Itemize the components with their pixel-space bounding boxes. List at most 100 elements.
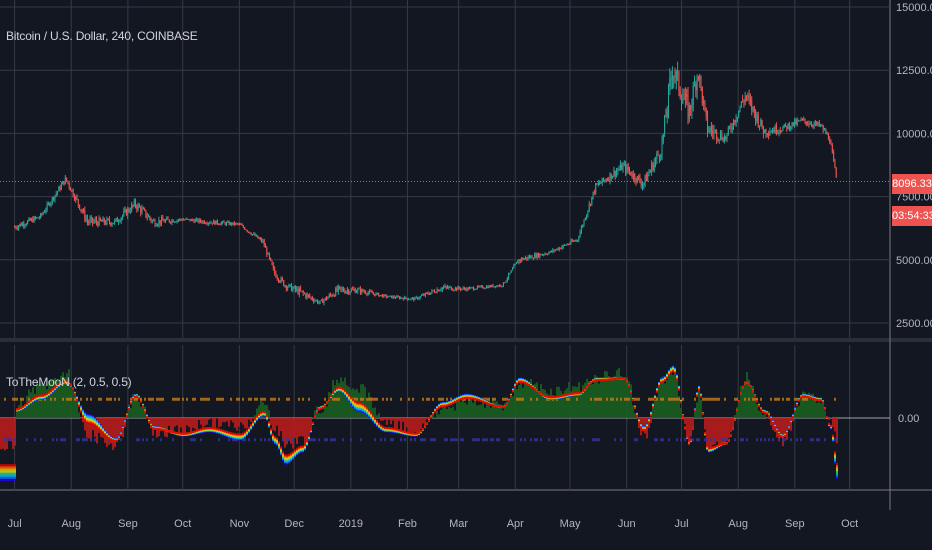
candle-body (774, 125, 776, 133)
candle-body (250, 233, 252, 235)
oscillator-mid-dash (486, 397, 488, 401)
oscillator-histogram-bar (76, 397, 78, 418)
oscillator-rainbow-segment (198, 428, 200, 432)
candle-body (255, 235, 257, 237)
oscillator-rainbow-segment (276, 437, 278, 440)
oscillator-rainbow-segment (106, 435, 108, 438)
oscillator-histogram-bar (390, 418, 392, 425)
oscillator-rainbow-segment (292, 451, 294, 454)
oscillator-rainbow-segment (310, 428, 312, 431)
oscillator-rainbow-segment (92, 415, 94, 418)
oscillator-rainbow-segment (88, 413, 90, 417)
candle-body (161, 217, 163, 224)
oscillator-mid-dash (476, 438, 478, 442)
candle-body (46, 203, 48, 210)
oscillator-histogram-bar (484, 407, 486, 418)
candle-body (679, 91, 681, 98)
candle-body (344, 291, 346, 293)
candle-body (272, 264, 274, 268)
candle-body (20, 223, 22, 226)
oscillator-mid-dash (334, 397, 336, 401)
oscillator-mid-dash (160, 397, 162, 401)
oscillator-histogram-bar (44, 384, 46, 418)
candle-body (263, 240, 265, 246)
oscillator-rainbow-segment (286, 457, 288, 461)
oscillator-rainbow-segment (604, 378, 606, 381)
oscillator-rainbow-segment (656, 390, 658, 393)
candle-body (236, 223, 238, 225)
oscillator-rainbow-segment (480, 399, 482, 403)
candle-body (397, 296, 399, 298)
candle-body (522, 258, 524, 260)
oscillator-histogram-bar (538, 392, 540, 418)
oscillator-histogram-bar (704, 418, 706, 430)
candle-body (404, 296, 406, 300)
candle-body (304, 293, 306, 295)
oscillator-rainbow-segment (392, 427, 394, 430)
oscillator-histogram-bar (440, 409, 442, 418)
oscillator-histogram-bar (96, 418, 98, 444)
oscillator-rainbow-segment (636, 414, 638, 417)
candle-body (353, 289, 355, 291)
oscillator-histogram-bar (188, 418, 190, 427)
candle-body (505, 280, 507, 283)
candle-body (181, 219, 183, 221)
oscillator-histogram-bar (594, 374, 596, 418)
oscillator-mid-dash (216, 397, 218, 401)
oscillator-mid-dash (444, 438, 446, 442)
oscillator-rainbow-segment (512, 390, 514, 393)
oscillator-mid-dash (636, 397, 638, 401)
candle-body (249, 231, 251, 234)
oscillator-histogram-bar (472, 402, 474, 418)
candle-body (149, 216, 151, 219)
oscillator-rainbow-segment (104, 433, 106, 436)
oscillator-rainbow-segment (616, 377, 618, 380)
candle-body (109, 219, 111, 223)
oscillator-rainbow-segment (12, 478, 14, 481)
candle-body (19, 223, 21, 226)
candle-body (480, 286, 482, 288)
oscillator-rainbow-segment (698, 388, 700, 392)
oscillator-rainbow-segment (486, 402, 488, 405)
oscillator-histogram-bar (458, 400, 460, 418)
candle-body (571, 240, 573, 242)
candle-body (514, 264, 516, 266)
candle-body (573, 240, 575, 242)
candle-body (452, 289, 454, 291)
oscillator-rainbow-segment (92, 417, 94, 420)
oscillator-histogram-bar (52, 380, 54, 418)
oscillator-mid-dash (520, 397, 522, 401)
oscillator-rainbow-segment (32, 397, 34, 400)
oscillator-histogram-bar (592, 384, 594, 418)
oscillator-mid-dash (384, 438, 386, 442)
oscillator-mid-dash (698, 438, 700, 442)
candle-body (675, 71, 677, 79)
oscillator-mid-dash (334, 438, 336, 442)
oscillator-mid-dash (90, 397, 92, 401)
oscillator-mid-dash (430, 438, 432, 442)
candle-body (98, 217, 100, 226)
candle-body (306, 294, 308, 298)
candle-body (729, 127, 731, 129)
oscillator-rainbow-segment (492, 404, 494, 407)
oscillator-rainbow-segment (10, 468, 12, 471)
candle-body (731, 128, 733, 130)
oscillator-mid-dash (136, 397, 138, 401)
oscillator-histogram-bar (688, 418, 690, 446)
oscillator-histogram-bar (74, 392, 76, 418)
oscillator-histogram-bar (556, 386, 558, 418)
oscillator-histogram-bar (444, 406, 446, 418)
candle-body (662, 133, 664, 142)
candle-body (773, 130, 775, 133)
oscillator-rainbow-segment (704, 432, 706, 435)
candle-body (829, 139, 831, 143)
oscillator-rainbow-segment (718, 444, 720, 447)
oscillator-histogram-bar (706, 418, 708, 447)
oscillator-rainbow-segment (196, 429, 198, 432)
candle-body (736, 117, 738, 120)
oscillator-histogram-bar (134, 396, 136, 418)
oscillator-mid-dash (264, 438, 266, 442)
candle-body (92, 217, 94, 223)
oscillator-histogram-bar (94, 418, 96, 437)
